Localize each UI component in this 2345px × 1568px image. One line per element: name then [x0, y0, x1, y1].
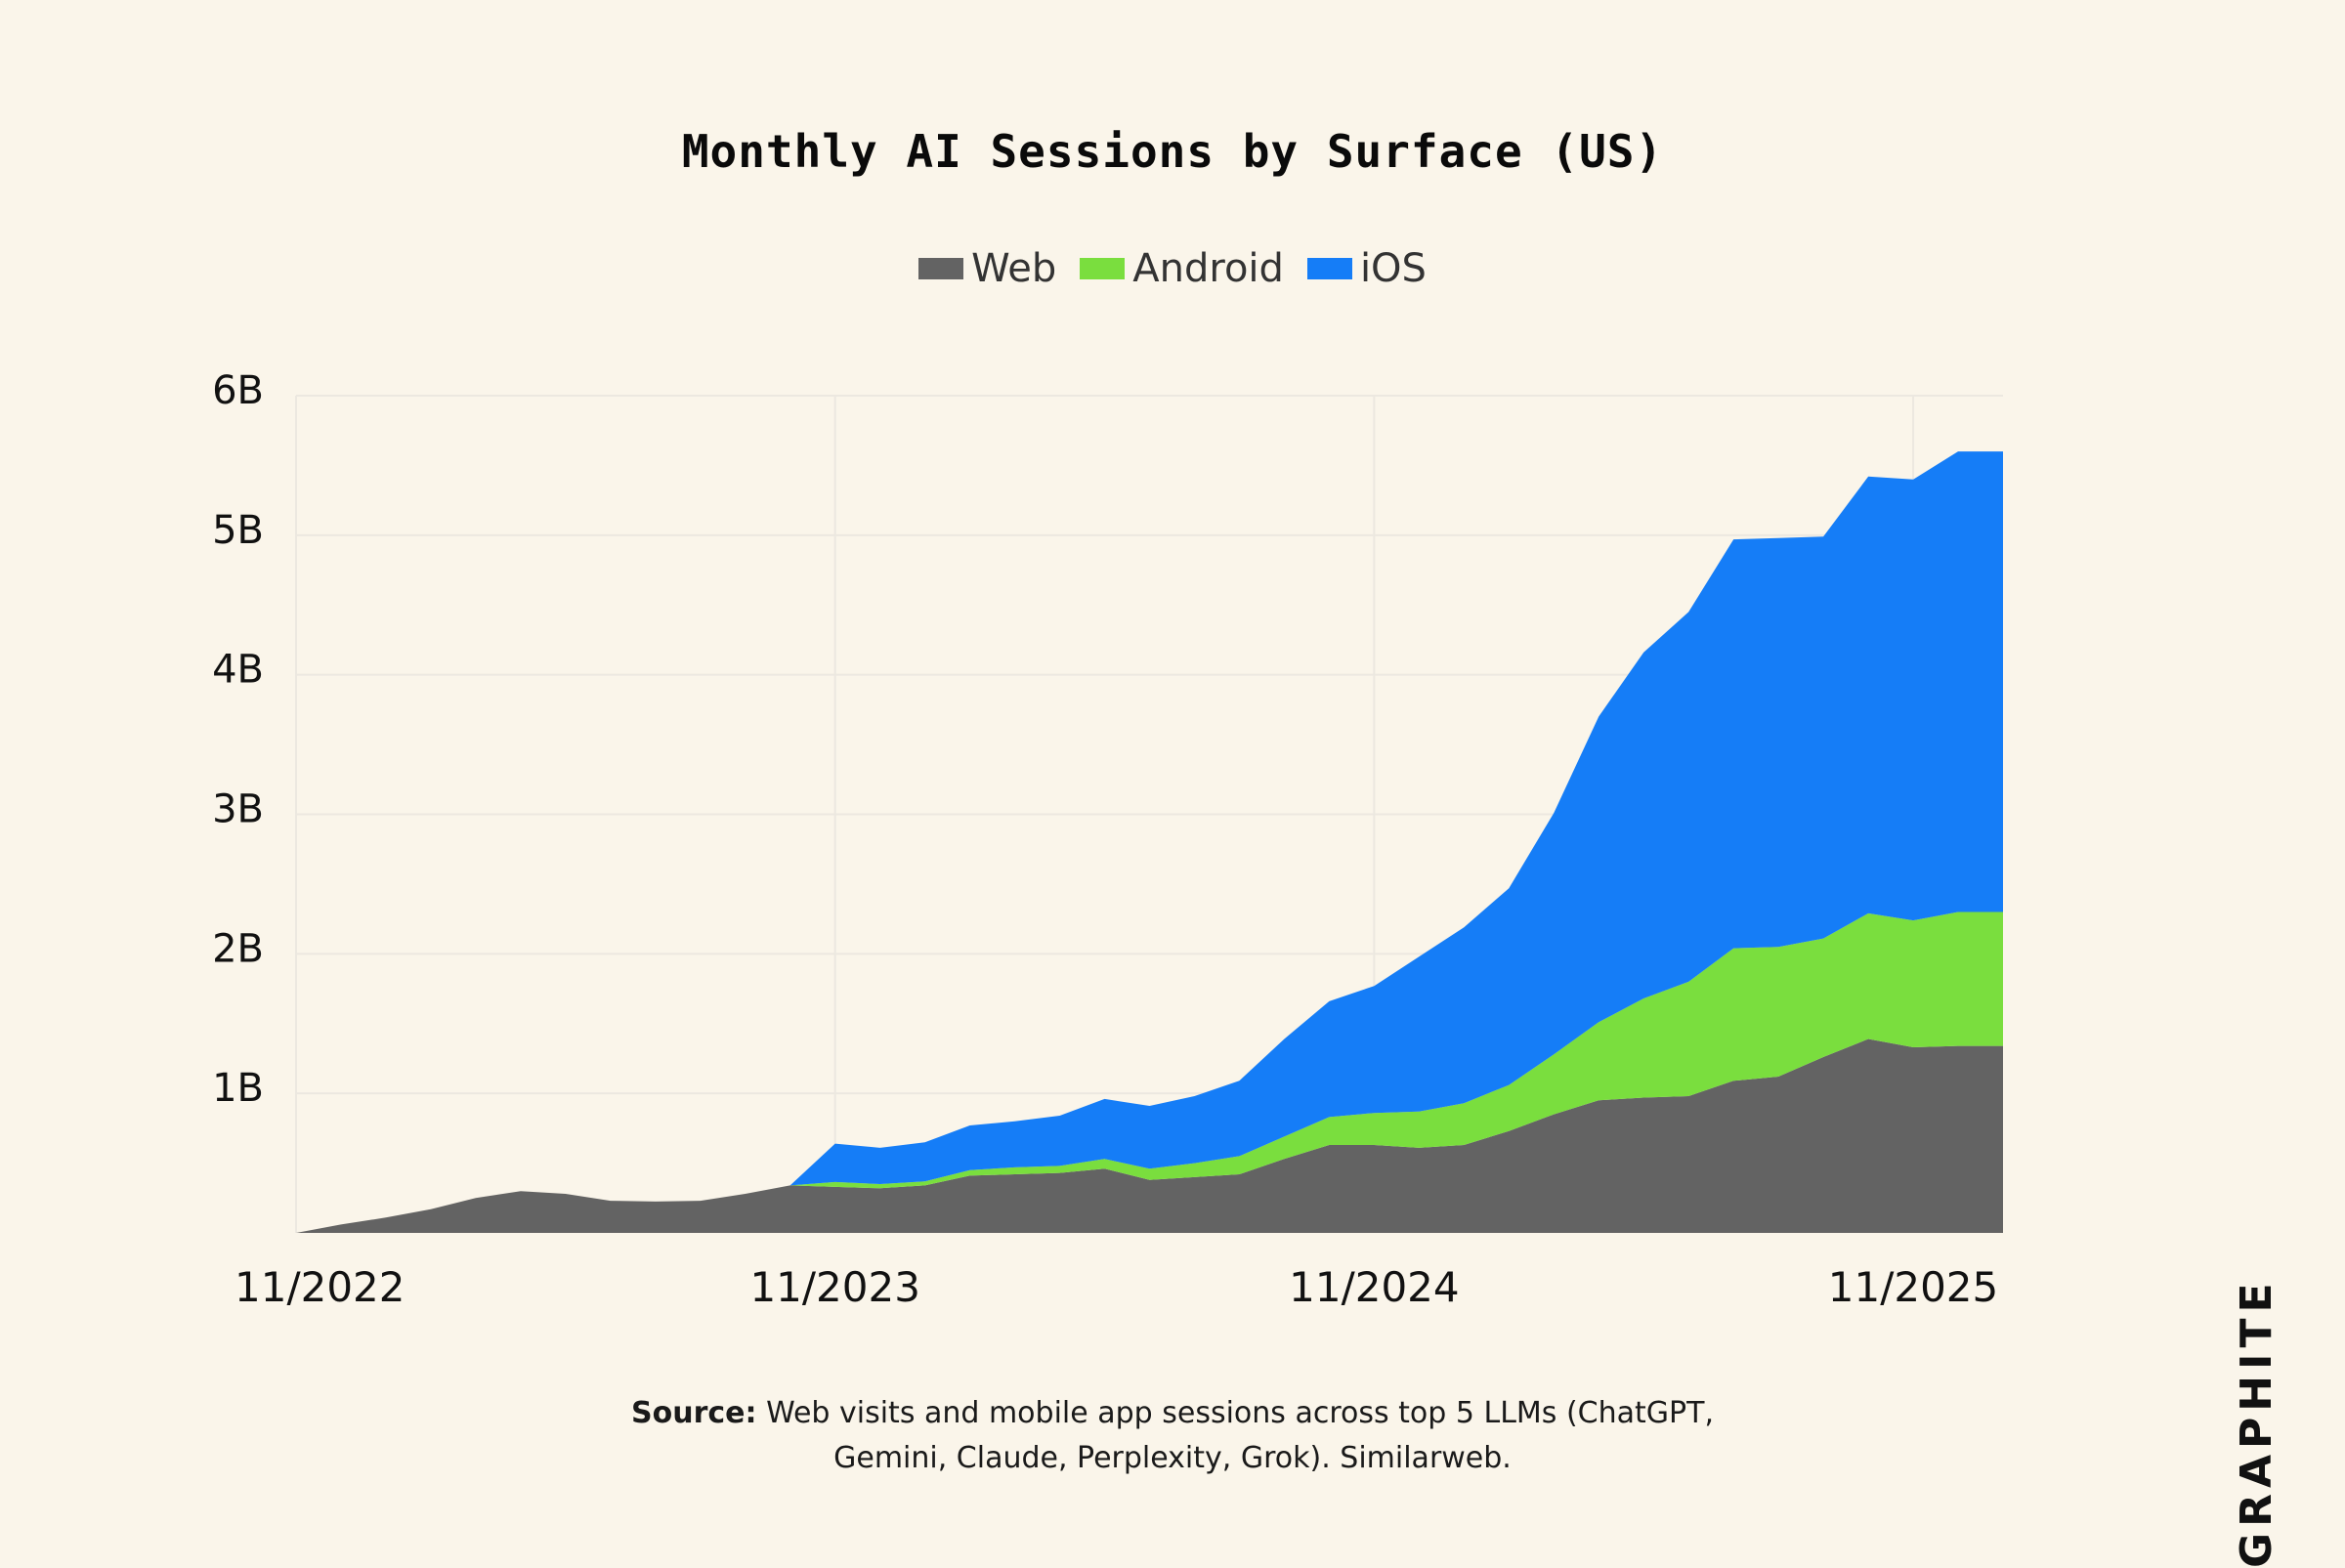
x-tick-label-11/2022: 11/2022 [234, 1263, 405, 1311]
legend-swatch-web [918, 258, 964, 279]
y-tick-label-6B: 6B [212, 368, 264, 413]
legend-item-web: Web [918, 246, 1056, 291]
legend-label-web: Web [971, 246, 1057, 291]
x-tick-label-11/2024: 11/2024 [1289, 1263, 1459, 1311]
axis-layer: 1B 2B 3B 4B 5B 6B 11/2022 11/2023 11/2024 11/2025 [212, 368, 1998, 1311]
y-tick-label-3B: 3B [212, 787, 264, 832]
legend-label-android: Android [1132, 246, 1284, 291]
chart-title: Monthly AI Sessions by Surface (US) [681, 125, 1664, 178]
x-tick-label-11/2025: 11/2025 [1828, 1263, 1998, 1311]
legend-swatch-ios [1306, 258, 1352, 279]
y-tick-label-5B: 5B [212, 508, 264, 553]
source-line-1: Source: Web visits and mobile app sessio… [0, 1391, 2345, 1436]
legend: Web Android iOS [0, 246, 2345, 291]
source-text-line-1: Web visits and mobile app sessions acros… [766, 1396, 1714, 1430]
source-label: Source: [631, 1396, 757, 1430]
x-tick-label-11/2023: 11/2023 [749, 1263, 919, 1311]
source-text-line-2: Gemini, Claude, Perplexity, Grok). Simil… [833, 1441, 1512, 1475]
area-web [296, 1038, 2003, 1233]
area-ios [296, 451, 2003, 1234]
legend-item-ios: iOS [1306, 246, 1427, 291]
area-layer [296, 451, 2003, 1234]
y-tick-label-4B: 4B [212, 648, 264, 693]
legend-item-android: Android [1080, 246, 1284, 291]
y-tick-label-1B: 1B [212, 1066, 264, 1111]
graphite-logo: GRAPHITE [2232, 1277, 2281, 1568]
y-tick-label-2B: 2B [212, 926, 264, 971]
source-note: Source: Web visits and mobile app sessio… [0, 1391, 2345, 1481]
legend-swatch-android [1080, 258, 1126, 279]
legend-label-ios: iOS [1359, 246, 1427, 291]
